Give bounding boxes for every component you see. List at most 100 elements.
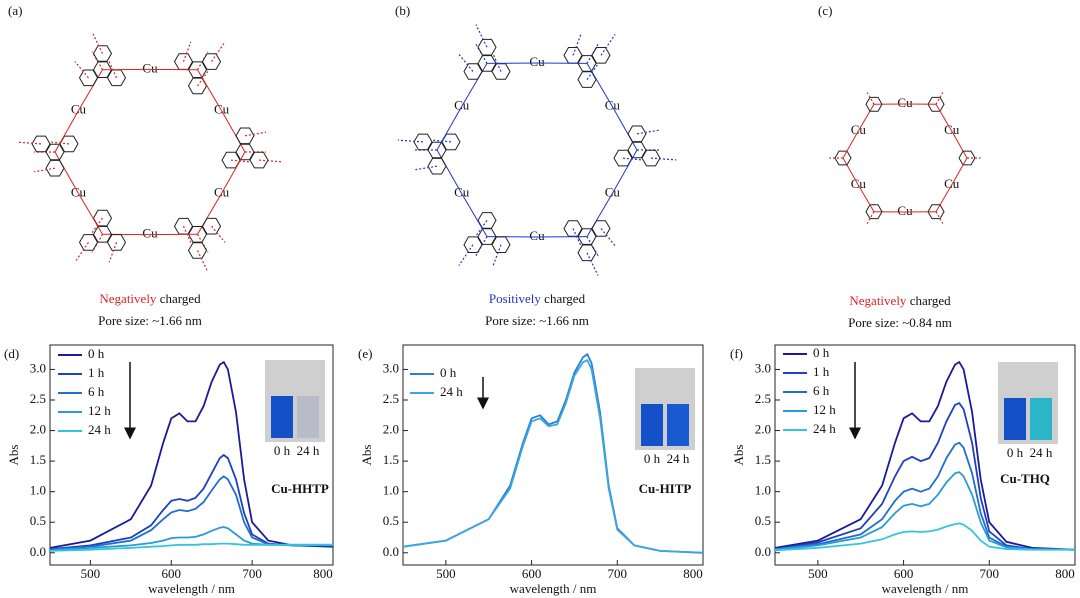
substituent [397,139,424,143]
cuvette [271,396,293,438]
y-tick-label: 2.0 [755,422,771,437]
linker [935,184,953,212]
metal-label: Cu [71,184,87,199]
x-tick-label: 700 [242,566,262,581]
data-line [49,475,333,551]
ring [78,234,99,251]
pore-size: Pore size: ~1.66 nm [98,313,202,328]
legend-label: 24 h [813,421,836,436]
linker [951,157,968,186]
metal-label: Cu [605,184,621,199]
x-tick-label: 800 [1055,566,1075,581]
linker [857,184,875,212]
x-tick-label: 600 [894,566,914,581]
linker [197,69,223,111]
data-line [774,471,1076,551]
y-tick-label: 0.5 [383,513,399,528]
metal-label: Cu [71,102,87,117]
data-line [49,526,333,552]
charge-word: Positively [489,291,542,306]
data-line [49,453,333,550]
data-line [774,522,1075,552]
data-line [49,542,333,552]
substituent [91,31,104,54]
linker [935,104,953,132]
data-line [774,401,1076,551]
substituent [600,34,616,56]
inset-label: 0 h [274,443,291,458]
annotation: Cu-HITP [639,481,692,496]
ring [865,96,883,112]
y-tick-label: 1.0 [383,483,399,498]
legend-label: 1 h [813,364,830,379]
metal-label: Cu [454,184,470,199]
ring [235,143,255,161]
metal-label: Cu [851,122,867,137]
linker [54,151,79,194]
substituent [244,131,267,137]
linker [436,149,463,194]
inset-label: 24 h [297,443,320,458]
y-tick-label: 3.0 [30,360,46,375]
metal-label: Cu [214,184,230,199]
data-line [774,441,1076,551]
y-tick-label: 3.0 [755,360,771,375]
x-axis-label: wavelength / nm [148,581,235,596]
x-tick-label: 700 [608,566,628,581]
linker [857,104,875,132]
x-tick-label: 600 [162,566,182,581]
plot-frame [49,344,334,566]
y-tick-label: 1.5 [30,452,46,467]
y-tick-label: 1.5 [383,452,399,467]
cuvette [297,396,319,438]
metal-label: Cu [605,97,621,112]
x-tick-label: 500 [436,566,456,581]
substituent [586,252,599,276]
plot-frame [774,344,1076,566]
linker [611,106,638,151]
x-tick-label: 800 [683,566,703,581]
substituent [16,141,42,145]
metal-label: Cu [142,60,158,75]
ring [958,150,976,166]
linker [586,193,613,237]
inset-label: 0 h [1007,445,1024,460]
y-tick-label: 1.0 [30,483,46,498]
x-axis-label: wavelength / nm [882,581,969,596]
ring [477,38,497,56]
substituent [258,159,284,163]
charge-rest: charged [906,293,951,308]
charge-word: Negatively [99,291,157,306]
cuvette [1030,398,1052,440]
charge-rest: charged [541,291,586,306]
annotation: Cu-HHTP [271,481,329,496]
substituent [475,24,488,48]
ring [92,226,113,243]
inset-label: 24 h [667,451,690,466]
data-line [49,360,334,549]
x-tick-label: 500 [81,566,101,581]
ring [865,204,883,220]
panel-label: (d) [4,346,19,361]
linker [842,157,859,186]
y-tick-label: 1.5 [755,452,771,467]
ring [78,69,99,87]
linker [197,193,223,235]
charge-text: Positively charged [489,291,586,306]
metal-label: Cu [897,95,913,110]
panel-label: (a) [8,3,22,18]
linker [586,63,613,107]
ring [92,45,113,62]
substituent [458,244,474,266]
substituent [414,165,438,171]
metal-label: Cu [454,97,470,112]
y-tick-label: 0.0 [755,544,771,559]
y-tick-label: 1.0 [755,483,771,498]
charge-word: Negatively [849,293,907,308]
legend-label: 0 h [88,346,105,361]
ring [627,141,647,159]
ring [491,236,511,253]
panel-label: (e) [358,346,372,361]
y-axis-label: Abs [359,445,374,466]
